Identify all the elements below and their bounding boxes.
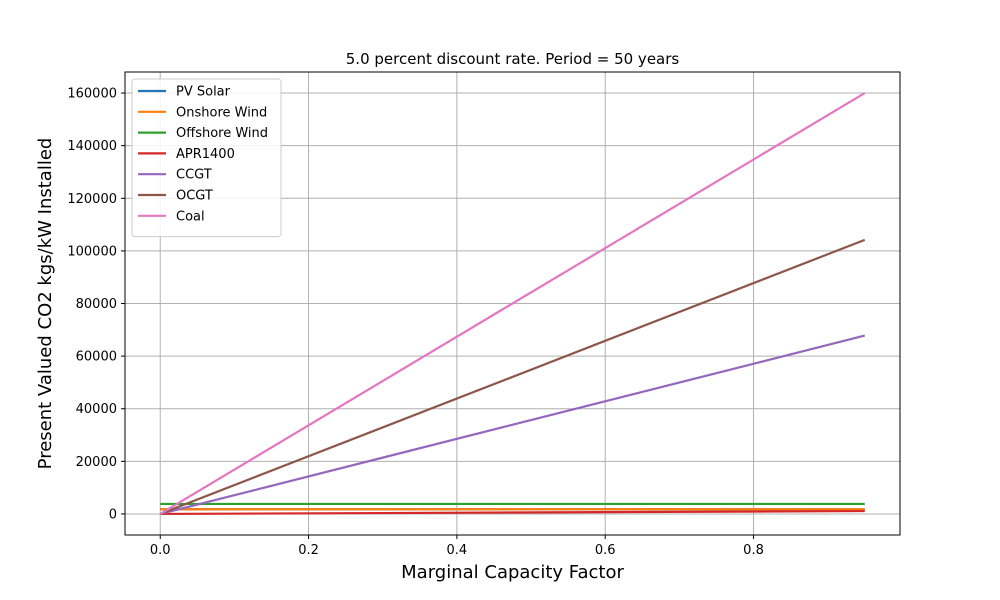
- y-tick-label: 40000: [76, 402, 117, 417]
- legend-label-pv-solar: PV Solar: [176, 85, 231, 100]
- y-tick-label: 0: [109, 507, 117, 522]
- legend-label-offshore-wind: Offshore Wind: [176, 126, 268, 141]
- series-line-ocgt: [159, 238, 866, 515]
- y-tick-label: 100000: [67, 244, 117, 259]
- x-tick-label: 0.2: [298, 543, 319, 558]
- legend-label-ccgt: CCGT: [176, 168, 212, 183]
- x-tick-label: 0.0: [150, 543, 171, 558]
- series-lines: [159, 92, 866, 516]
- x-tick-label: 0.8: [743, 543, 764, 558]
- legend: PV Solar Onshore Wind Offshore Wind APR1400…: [131, 78, 282, 238]
- y-tick-label: 60000: [76, 350, 117, 365]
- x-tick-label: 0.6: [595, 543, 616, 558]
- series-line-coal: [159, 92, 866, 515]
- series-line-apr1400: [160, 509, 865, 516]
- y-tick-label: 120000: [67, 192, 117, 207]
- legend-box: [131, 78, 282, 238]
- series-line-ccgt: [159, 334, 866, 516]
- y-tick-label: 80000: [76, 297, 117, 312]
- axis-ticks: 0.0 0.2 0.4 0.6 0.8 0 20000 40000 60000 80000 1000…: [67, 87, 764, 558]
- x-axis-title: Marginal Capacity Factor: [401, 562, 624, 583]
- y-tick-label: 160000: [67, 87, 117, 102]
- legend-label-onshore-wind: Onshore Wind: [176, 105, 267, 120]
- legend-label-coal: Coal: [176, 209, 205, 224]
- chart-title: 5.0 percent discount rate. Period = 50 y…: [346, 50, 680, 68]
- legend-label-ocgt: OCGT: [176, 189, 213, 204]
- x-tick-label: 0.4: [447, 543, 468, 558]
- y-tick-label: 20000: [76, 455, 117, 470]
- y-tick-label: 140000: [67, 139, 117, 154]
- legend-label-apr1400: APR1400: [176, 147, 235, 162]
- y-axis-title: Present Valued CO2 kgs/kW Installed: [35, 138, 56, 470]
